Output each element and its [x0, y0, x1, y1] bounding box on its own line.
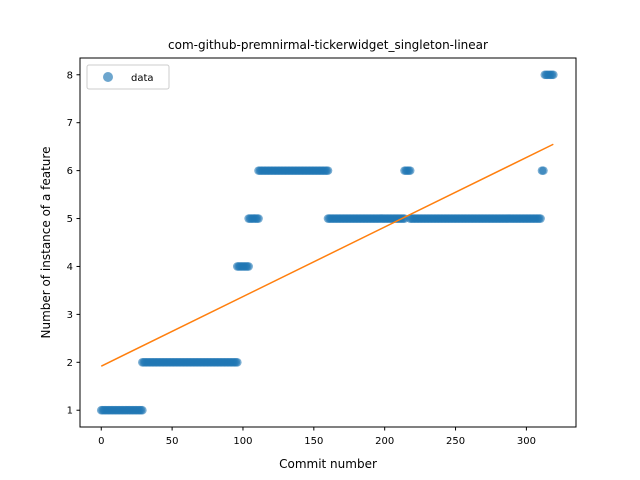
- y-tick-label: 8: [67, 70, 73, 81]
- y-tick-label: 4: [67, 262, 73, 273]
- x-tick-label: 200: [375, 436, 394, 447]
- chart-title: com-github-premnirmal-tickerwidget_singl…: [168, 38, 488, 52]
- y-tick-label: 7: [67, 118, 73, 129]
- data-point: [539, 166, 548, 175]
- legend-box: [86, 64, 170, 90]
- x-axis-label: Commit number: [279, 457, 377, 471]
- data-point: [138, 405, 147, 415]
- data-point: [536, 214, 545, 223]
- data-point: [233, 358, 242, 367]
- y-axis-ticks: 1 2 3 4 5 6 7 8: [67, 70, 80, 417]
- data-point: [549, 70, 558, 80]
- y-tick-label: 2: [67, 358, 73, 369]
- data-point: [405, 166, 415, 175]
- data-point: [323, 166, 333, 175]
- y-tick-label: 3: [67, 310, 73, 321]
- x-tick-label: 250: [446, 436, 465, 447]
- fit-line: [100, 143, 554, 367]
- legend-label-data: data: [131, 73, 154, 84]
- x-tick-label: 300: [517, 436, 536, 447]
- legend-marker: [103, 72, 113, 82]
- fit-line-layer: [100, 143, 554, 367]
- x-tick-label: 50: [166, 436, 179, 447]
- x-tick-label: 0: [98, 436, 104, 447]
- data-point: [244, 262, 253, 271]
- x-axis-ticks: 0 50 100 150 200 250 300: [98, 427, 536, 447]
- x-tick-label: 100: [233, 436, 252, 447]
- y-tick-label: 6: [67, 166, 73, 177]
- data-point: [254, 214, 263, 223]
- y-tick-label: 5: [67, 214, 73, 225]
- data-layer: [96, 70, 558, 415]
- legend: data: [86, 64, 170, 90]
- plot-frame: [79, 57, 577, 428]
- x-tick-label: 150: [304, 436, 323, 447]
- y-axis-label: Number of instance of a feature: [39, 147, 53, 339]
- y-tick-label: 1: [67, 406, 73, 417]
